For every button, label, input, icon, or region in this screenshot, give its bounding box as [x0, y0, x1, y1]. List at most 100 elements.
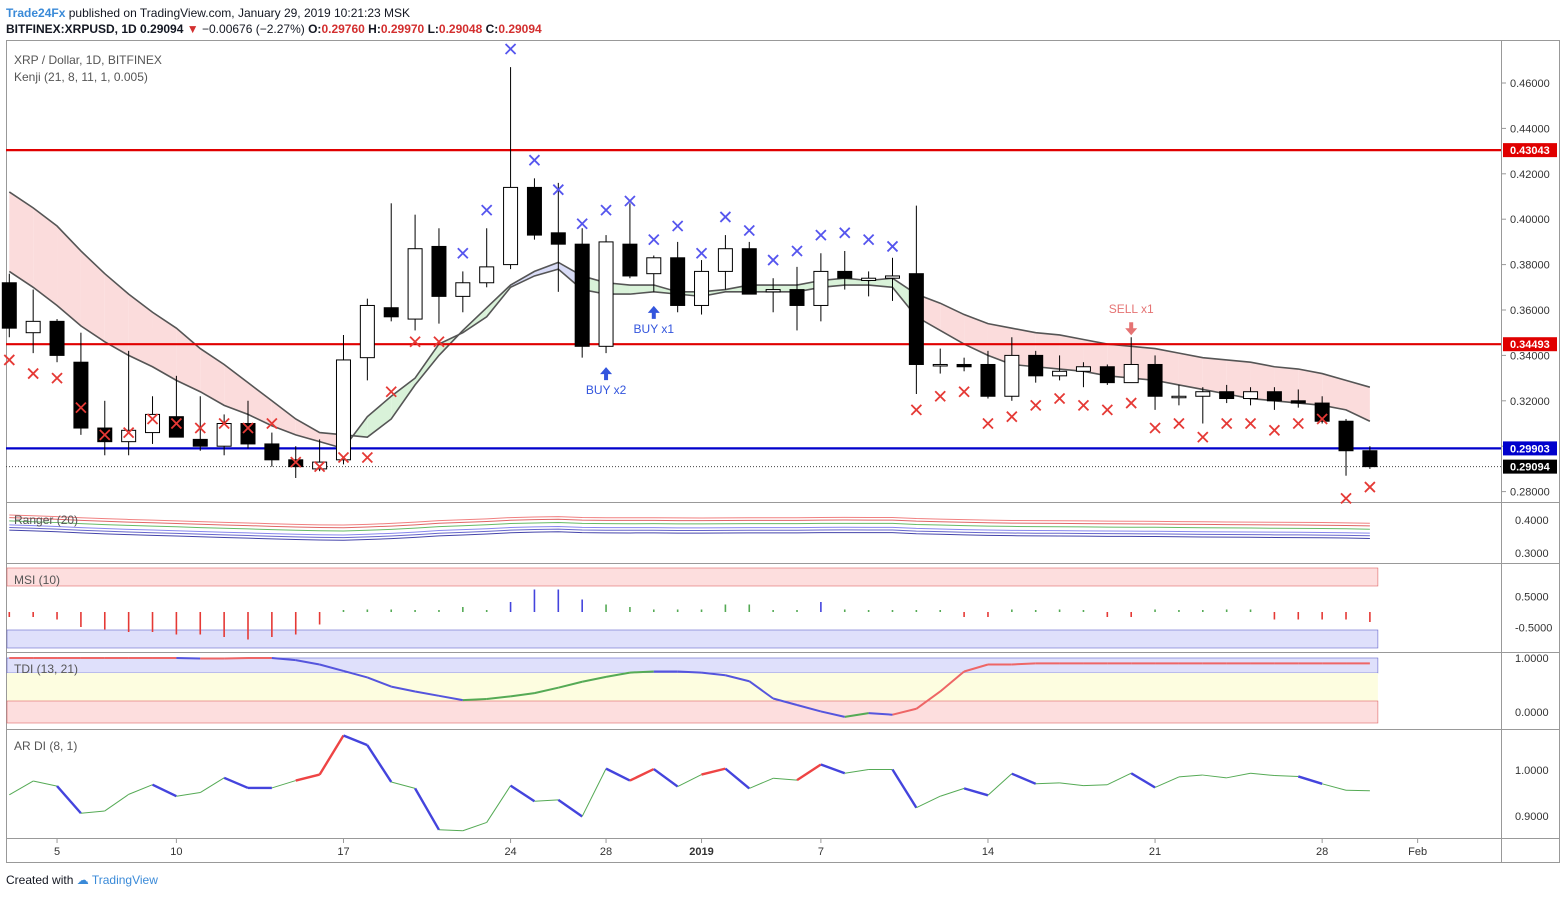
ardi-line-segment: [701, 767, 726, 776]
stop-cross-stroke: [910, 404, 922, 416]
stop-cross-stroke: [170, 417, 183, 430]
stop-cross-stroke: [1316, 413, 1328, 425]
stop-cross-stroke: [576, 218, 588, 230]
candle-body: [431, 245, 447, 297]
cloud-segment: [80, 250, 105, 342]
ardi-line-segment: [653, 768, 679, 788]
stop-cross-stroke: [648, 233, 660, 246]
candle-body: [1099, 366, 1115, 384]
tradingview-link[interactable]: TradingView: [91, 873, 158, 887]
stop-cross-icon: [218, 417, 230, 430]
tdi-line-segment: [224, 657, 249, 660]
price-tick-label: 0.42000: [1510, 169, 1550, 181]
tdi-line-segment: [558, 680, 583, 689]
candle-body: [622, 243, 638, 277]
publisher-link[interactable]: Trade24Fx: [6, 6, 66, 20]
stop-cross-icon: [839, 227, 851, 239]
candle: [25, 289, 41, 354]
candle: [1195, 387, 1211, 424]
stop-cross-stroke: [1053, 392, 1066, 405]
stop-cross-icon: [1149, 422, 1161, 434]
stop-cross-stroke: [75, 401, 87, 414]
stop-cross-stroke: [337, 451, 350, 464]
stop-cross-icon: [672, 220, 684, 232]
footer: Created with ☁ TradingView: [6, 873, 158, 887]
stop-cross-stroke: [982, 417, 994, 430]
stop-cross-stroke: [1125, 397, 1137, 409]
tdi-line-segment: [414, 690, 440, 697]
candle: [813, 253, 829, 322]
candle-body: [49, 320, 65, 356]
price-label-text: 0.43043: [1510, 145, 1550, 157]
stop-cross-icon: [528, 154, 541, 166]
buy-arrow-icon: [647, 305, 660, 319]
cloud-segment: [844, 278, 869, 286]
ardi-line-segment: [820, 763, 846, 775]
stop-cross-stroke: [504, 43, 517, 55]
stop-cross-stroke: [719, 211, 732, 223]
tdi-line-segment: [176, 657, 201, 660]
stop-cross-icon: [504, 43, 517, 55]
ranger-pane: [9, 514, 1370, 541]
stop-cross-icon: [409, 336, 421, 348]
ardi-line-segment: [629, 767, 655, 782]
candle-body: [25, 320, 41, 334]
stop-cross-stroke: [743, 224, 755, 237]
stop-cross-stroke: [3, 354, 15, 366]
ardi-line-segment: [1035, 782, 1060, 785]
cloud-segment: [1178, 353, 1203, 390]
ardi-legend: AR DI (8, 1): [14, 739, 77, 753]
tdi-line-segment: [629, 670, 654, 674]
tdi-line-segment: [915, 690, 941, 710]
candle: [1243, 387, 1259, 406]
candle: [264, 432, 280, 467]
sell-signal-label: SELL x1: [1109, 302, 1154, 316]
time-tick-label: 24: [504, 846, 516, 858]
cloud-segment: [57, 226, 81, 326]
open-label: O:: [308, 22, 322, 36]
tdi-line-segment: [1011, 662, 1036, 666]
candle: [1099, 364, 1115, 385]
candle-body: [1004, 354, 1020, 397]
down-arrow-icon: ▼: [186, 22, 199, 36]
price-pane[interactable]: BUY x2 BUY x1 SELL x1: [1, 43, 1501, 505]
ardi-line-segment: [271, 780, 296, 789]
tdi-line-segment: [581, 675, 607, 683]
ardi-line-segment: [1059, 782, 1084, 787]
time-tick-label: 28: [1316, 846, 1328, 858]
stop-cross-stroke: [791, 245, 803, 257]
stop-cross-icon: [1268, 424, 1281, 436]
candle-body: [1195, 391, 1211, 397]
cloud-segment: [1202, 357, 1227, 394]
tdi-line-segment: [295, 659, 320, 666]
candle: [73, 332, 89, 435]
stop-cross-stroke: [1173, 417, 1185, 430]
cloud-segment: [534, 262, 559, 276]
ardi-line-segment: [486, 785, 511, 823]
stop-cross-stroke: [528, 154, 541, 166]
stop-cross-icon: [433, 336, 445, 348]
candle-body: [670, 257, 686, 306]
candle-body: [908, 273, 924, 365]
time-tick-label: 28: [600, 846, 612, 858]
ardi-line-segment: [1011, 772, 1037, 785]
cloud-segment: [104, 273, 129, 356]
stop-cross-icon: [457, 247, 469, 259]
time-tick-label: 10: [170, 846, 182, 858]
price-label-box: [1503, 337, 1557, 352]
stop-cross-icon: [170, 417, 183, 430]
stop-cross-stroke: [409, 336, 421, 348]
candle: [1052, 355, 1068, 381]
stop-cross-icon: [910, 404, 922, 416]
stop-cross-icon: [99, 429, 111, 441]
tdi-line-segment: [725, 674, 750, 683]
candle-body: [359, 304, 375, 359]
stop-cross-stroke: [672, 220, 684, 232]
price-label-text: 0.29094: [1510, 462, 1551, 474]
candle-body: [240, 423, 256, 445]
cloud-segment: [152, 312, 177, 381]
buy-signal-label: BUY x1: [634, 322, 675, 336]
candle-body: [1123, 363, 1139, 384]
cloud-segment: [271, 400, 296, 435]
